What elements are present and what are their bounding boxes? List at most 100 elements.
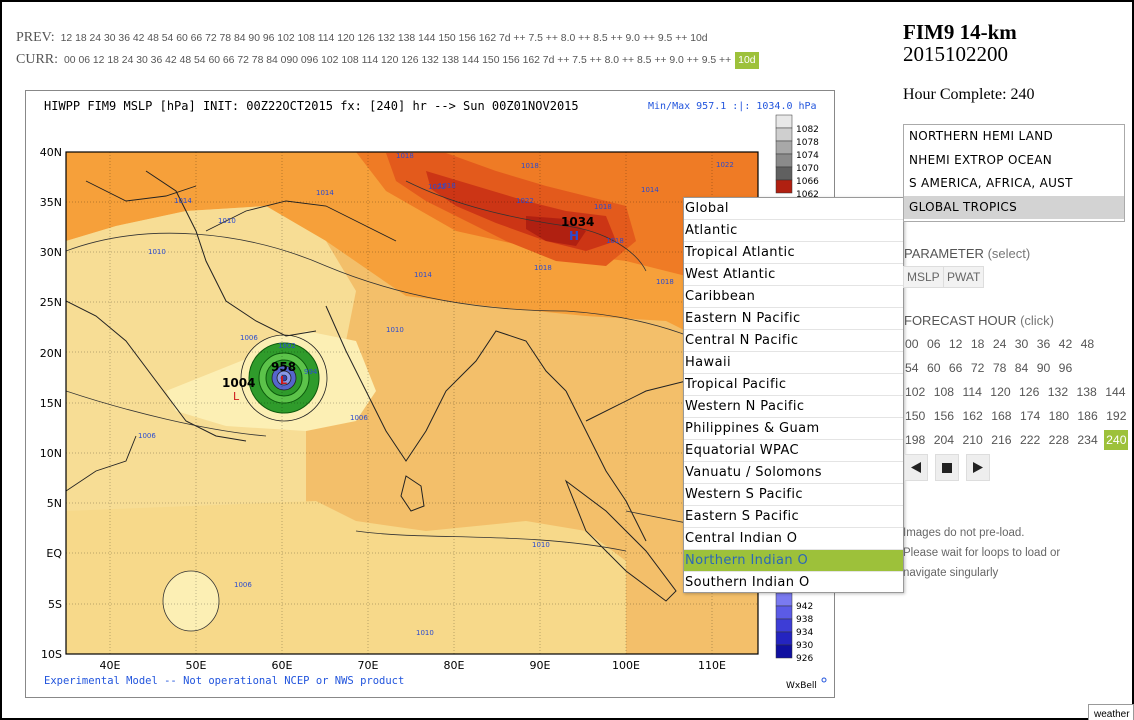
lon-label: 50E [186, 659, 207, 672]
domain-option-selected[interactable]: GLOBAL TROPICS [904, 195, 1124, 219]
region-option[interactable]: Philippines & Guam [684, 418, 903, 440]
isobar-label: 1010 [416, 629, 434, 637]
region-option[interactable]: Atlantic [684, 220, 903, 242]
fh-link[interactable]: 114 [962, 385, 982, 399]
curr-label: CURR: [16, 52, 59, 67]
map-panel: HIWPP FIM9 MSLP [hPa] INIT: 00Z22OCT2015… [25, 90, 835, 698]
fh-link[interactable]: 222 [1019, 433, 1041, 447]
fh-link[interactable]: 102 [905, 385, 926, 399]
fh-link[interactable]: 42 [1058, 337, 1073, 351]
fh-link[interactable]: 54 [905, 361, 919, 375]
domain-option[interactable]: S AMERICA, AFRICA, AUST [909, 176, 1073, 190]
isobar-label: 1002 [278, 342, 296, 350]
fh-link[interactable]: 18 [970, 337, 985, 351]
fh-link[interactable]: 78 [992, 361, 1007, 375]
region-option[interactable]: Hawaii [684, 352, 903, 374]
fh-link[interactable]: 90 [1036, 361, 1051, 375]
isobar-label: 1022 [428, 183, 446, 191]
fh-link[interactable]: 168 [991, 409, 1012, 423]
fh-link[interactable]: 108 [933, 385, 955, 399]
corner-tab[interactable]: weather [1088, 704, 1134, 720]
preload-note-3: navigate singularly [903, 567, 999, 579]
fh-link[interactable]: 204 [933, 433, 955, 447]
region-option-selected[interactable]: Northern Indian O [684, 550, 903, 572]
domain-listbox[interactable]: NORTHERN HEMI LAND NHEMI EXTROP OCEAN S … [903, 124, 1125, 222]
region-option[interactable]: Western S Pacific [684, 484, 903, 506]
prev-hour-links[interactable]: 12 18 24 30 36 42 48 54 60 66 72 78 84 9… [60, 33, 708, 44]
fh-link[interactable]: 72 [970, 361, 985, 375]
isobar-label: 1018 [606, 237, 624, 245]
fh-link[interactable]: 186 [1077, 409, 1098, 423]
colorbar-label: 934 [796, 628, 813, 638]
fh-link[interactable]: 234 [1077, 433, 1098, 447]
fh-link[interactable]: 144 [1105, 385, 1126, 399]
fh-link[interactable]: 12 [948, 337, 963, 351]
colorbar-label: 1066 [796, 177, 819, 187]
curr-selected-10d[interactable]: 10d [735, 52, 759, 69]
region-option[interactable]: Global [684, 198, 903, 220]
prev-icon [911, 462, 921, 473]
isobar-label: 1010 [532, 541, 550, 549]
region-option[interactable]: Eastern N Pacific [684, 308, 903, 330]
fh-link[interactable]: 216 [991, 433, 1012, 447]
fh-link[interactable]: 60 [926, 361, 941, 375]
region-option[interactable]: Vanuatu / Solomons [684, 462, 903, 484]
region-option[interactable]: Tropical Atlantic [684, 242, 903, 264]
fh-link[interactable]: 156 [933, 409, 955, 423]
region-option[interactable]: West Atlantic [684, 264, 903, 286]
fh-link[interactable]: 36 [1036, 337, 1051, 351]
fh-link-selected[interactable]: 240 [1104, 430, 1129, 450]
fh-link[interactable]: 06 [926, 337, 941, 351]
fh-link[interactable]: 24 [992, 337, 1007, 351]
lat-label: 10S [41, 648, 62, 661]
fh-link[interactable]: 120 [990, 385, 1011, 399]
fh-link[interactable]: 150 [905, 409, 926, 423]
region-option[interactable]: Eastern S Pacific [684, 506, 903, 528]
region-option[interactable]: Central Indian O [684, 528, 903, 550]
region-option[interactable]: Central N Pacific [684, 330, 903, 352]
stop-button[interactable] [935, 454, 959, 481]
fh-link[interactable]: 138 [1076, 385, 1097, 399]
low-pressure-marker: L [280, 374, 287, 387]
fh-link[interactable]: 96 [1058, 361, 1073, 375]
fh-link[interactable]: 132 [1047, 385, 1069, 399]
fh-link[interactable]: 228 [1048, 433, 1070, 447]
region-option[interactable]: Tropical Pacific [684, 374, 903, 396]
fh-link[interactable]: 66 [948, 361, 963, 375]
lon-label: 80E [444, 659, 465, 672]
region-option[interactable]: Equatorial WPAC [684, 440, 903, 462]
curr-hour-links[interactable]: 00 06 12 18 24 30 36 42 48 54 60 66 72 7… [64, 55, 732, 66]
fh-link[interactable]: 126 [1019, 385, 1040, 399]
lon-label: 70E [358, 659, 379, 672]
domain-option[interactable]: NHEMI EXTROP OCEAN [909, 152, 1053, 167]
fh-link[interactable]: 174 [1019, 409, 1041, 423]
fh-link[interactable]: 210 [962, 433, 983, 447]
colorbar-label: 942 [796, 602, 813, 612]
region-option[interactable]: Caribbean [684, 286, 903, 308]
hour-complete: Hour Complete: 240 [903, 86, 1035, 103]
next-button[interactable] [966, 454, 990, 481]
region-option[interactable]: Western N Pacific [684, 396, 903, 418]
param-mslp-button[interactable]: MSLP [903, 266, 944, 288]
isobar-label: 1014 [414, 271, 432, 279]
colorbar-label: 938 [796, 615, 813, 625]
fh-link[interactable]: 30 [1014, 337, 1029, 351]
param-pwat-button[interactable]: PWAT [943, 266, 985, 288]
domain-option[interactable]: NORTHERN HEMI LAND [909, 129, 1054, 143]
isobar-label: 1006 [240, 334, 258, 342]
isobar-label: 1018 [438, 182, 456, 190]
fh-link[interactable]: 192 [1106, 409, 1127, 423]
fh-link[interactable]: 48 [1080, 337, 1095, 351]
fh-link[interactable]: 00 [905, 337, 919, 351]
fh-link[interactable]: 198 [905, 433, 926, 447]
region-option[interactable]: Southern Indian O [684, 572, 903, 592]
high-pressure-value: 1034 [561, 215, 594, 229]
fh-link[interactable]: 84 [1014, 361, 1029, 375]
prev-button[interactable] [904, 454, 928, 481]
fh-link[interactable]: 180 [1048, 409, 1070, 423]
region-dropdown[interactable]: Global Atlantic Tropical Atlantic West A… [683, 197, 904, 593]
colorbar-label: 1070 [796, 164, 819, 174]
preload-note: Images do not pre-load. [903, 527, 1025, 539]
forecast-hour-row: 198 204 210 216 222 228 234 240 [903, 430, 1129, 450]
fh-link[interactable]: 162 [962, 409, 983, 423]
